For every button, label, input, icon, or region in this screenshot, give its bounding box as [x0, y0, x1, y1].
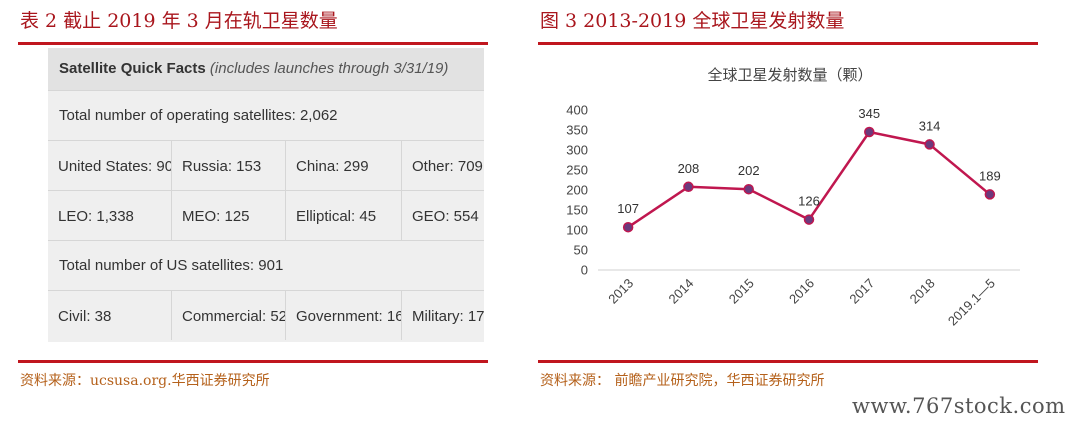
x-tick-label: 2017: [846, 276, 877, 307]
table-cell: United States: 901: [48, 141, 172, 190]
total-us-row: Total number of US satellites: 901: [48, 240, 484, 290]
left-bottom-rule: [18, 360, 488, 363]
table-cell: Russia: 153: [172, 141, 286, 190]
data-point: [622, 221, 634, 233]
x-tick-label: 2016: [786, 276, 817, 307]
x-axis: 2013 2014 2015 2016 2017 2018 2019.1—5: [598, 269, 1020, 329]
y-axis: 0 50 100 150 200 250 300 350 400: [566, 103, 588, 278]
table-cell: Government: 164: [286, 291, 402, 340]
watermark: www.767stock.com: [852, 394, 1066, 418]
table-cell: Civil: 38: [48, 291, 172, 340]
data-label: 208: [678, 161, 700, 176]
y-tick-label: 250: [566, 163, 588, 178]
right-bottom-rule: [538, 360, 1038, 363]
y-tick-label: 100: [566, 223, 588, 238]
x-tick-label: 2013: [605, 276, 636, 307]
orbit-row: LEO: 1,338 MEO: 125 Elliptical: 45 GEO: …: [48, 190, 484, 240]
y-tick-label: 50: [574, 243, 588, 258]
table-cell: China: 299: [286, 141, 402, 190]
table-cell: Commercial: 523: [172, 291, 286, 340]
table-source: 资料来源：ucsusa.org.华西证券研究所: [20, 373, 270, 389]
table-cell: MEO: 125: [172, 191, 286, 240]
data-point: [683, 181, 694, 193]
y-tick-label: 350: [566, 123, 588, 138]
data-label: 314: [919, 118, 941, 133]
facts-heading-note: (includes launches through 3/31/19): [209, 60, 449, 77]
table-title: 表 2 截止 2019 年 3 月在轨卫星数量: [20, 10, 338, 32]
y-tick-label: 200: [566, 183, 588, 198]
data-point: [924, 139, 935, 150]
y-tick-label: 400: [566, 103, 588, 118]
y-tick-label: 150: [566, 203, 588, 218]
table-cell: GEO: 554: [412, 208, 479, 225]
right-top-rule: [538, 42, 1038, 45]
data-point: [803, 214, 815, 225]
facts-heading: Satellite Quick Facts (includes launches…: [48, 48, 484, 90]
data-label: 345: [858, 106, 880, 121]
satellite-facts-table: Satellite Quick Facts (includes launches…: [48, 48, 484, 342]
x-tick-label: 2014: [665, 276, 696, 307]
x-tick-label: 2018: [907, 276, 938, 307]
chart-figure-title: 图 3 2013-2019 全球卫星发射数量: [540, 10, 845, 32]
x-tick-label: 2015: [726, 276, 757, 307]
data-point: [864, 126, 875, 138]
series-layer: 107 208 202 126 345 314 189: [617, 106, 1001, 233]
user-row: Civil: 38 Commercial: 523 Government: 16…: [48, 290, 484, 340]
series-line: [627, 130, 991, 229]
table-cell: Elliptical: 45: [286, 191, 402, 240]
y-tick-label: 300: [566, 143, 588, 158]
data-label: 126: [798, 194, 820, 209]
data-label: 189: [979, 168, 1001, 183]
data-label: 107: [617, 201, 639, 216]
chart-source: 资料来源： 前瞻产业研究院，华西证券研究所: [540, 373, 825, 389]
data-point: [743, 183, 754, 195]
country-row: United States: 901 Russia: 153 China: 29…: [48, 140, 484, 190]
launch-line-chart: 全球卫星发射数量（颗） 0 50 100 150 200 250 300 350 400 201…: [566, 66, 1020, 329]
table-cell: Other: 709: [412, 158, 483, 175]
y-tick-label: 0: [581, 263, 588, 278]
total-operating-row: Total number of operating satellites: 2,…: [48, 90, 484, 140]
data-point: [984, 189, 996, 200]
chart-title: 全球卫星发射数量（颗）: [707, 66, 872, 84]
table-cell: Military: 176: [412, 308, 484, 325]
table-cell: LEO: 1,338: [48, 191, 172, 240]
x-tick-label: 2019.1—5: [945, 276, 998, 329]
data-label: 202: [738, 163, 760, 178]
facts-heading-bold: Satellite Quick Facts: [59, 60, 206, 77]
left-top-rule: [18, 42, 488, 45]
